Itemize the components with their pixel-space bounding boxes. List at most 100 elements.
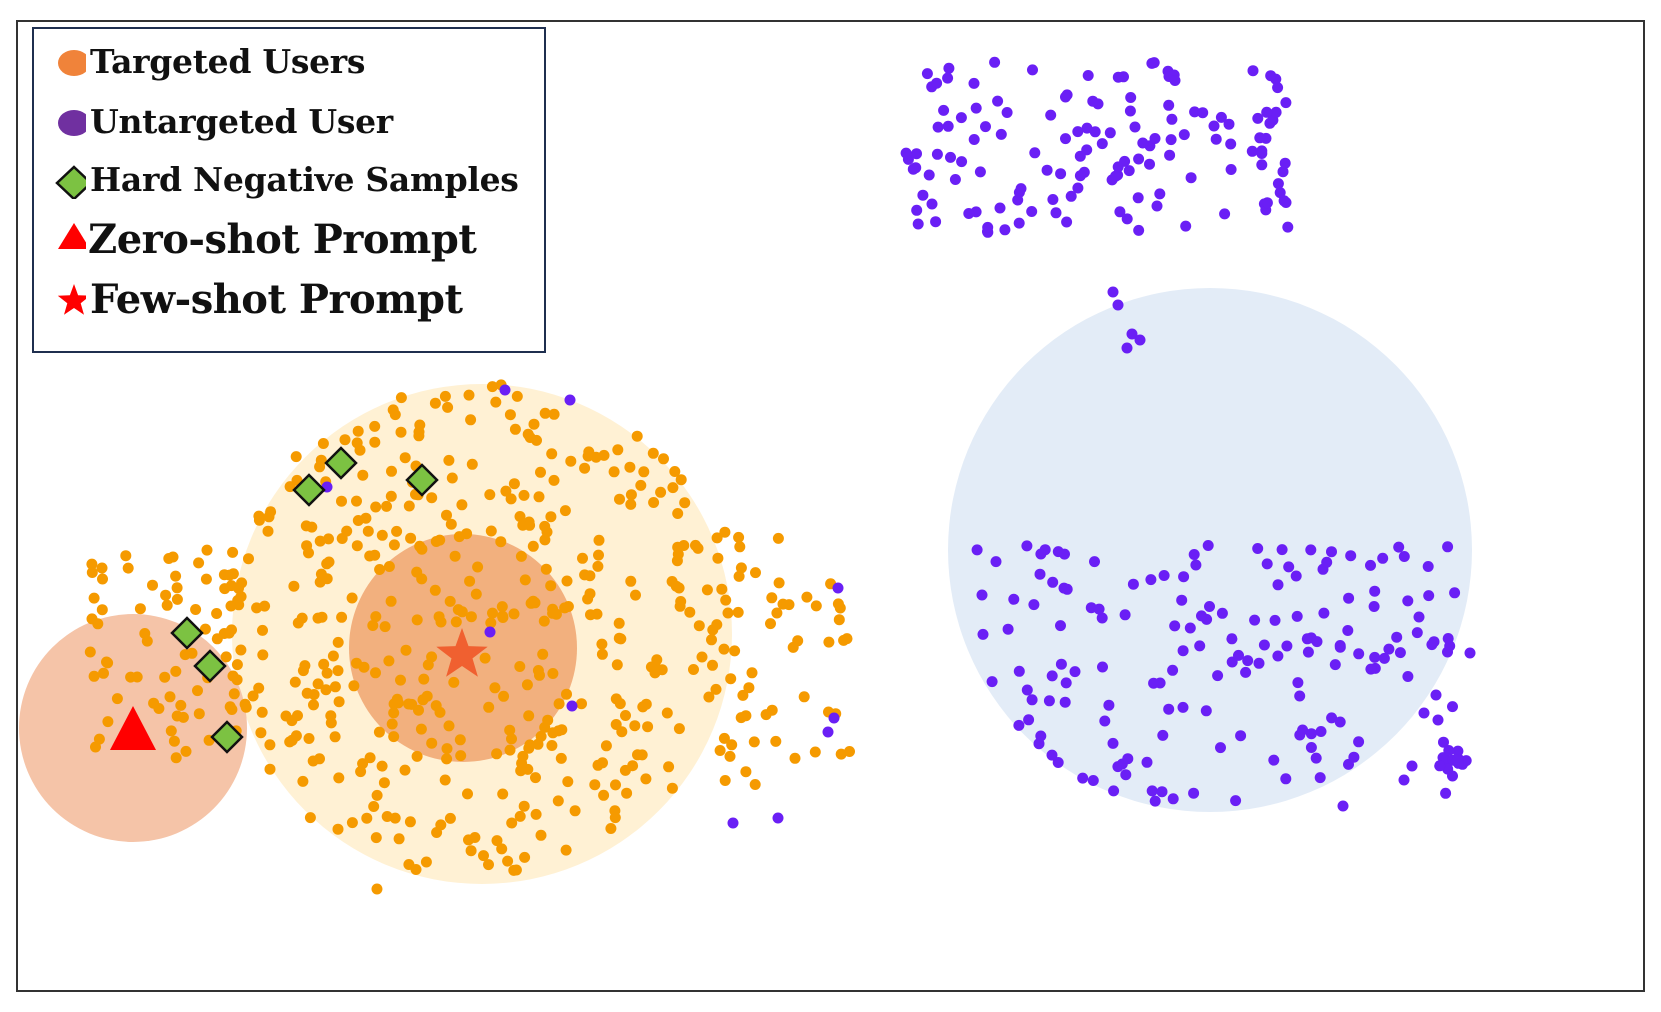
targeted-user-point (426, 651, 438, 663)
targeted-user-point (632, 749, 643, 761)
untargeted-user-point (1021, 684, 1033, 696)
untargeted-user-point (1261, 197, 1273, 209)
untargeted-user-point (1089, 126, 1101, 138)
targeted-user-point (312, 678, 324, 690)
targeted-user-point (255, 727, 267, 739)
targeted-user-point (720, 594, 732, 606)
targeted-user-point (674, 600, 686, 612)
targeted-user-point (625, 498, 637, 510)
targeted-user-point (220, 651, 232, 663)
untargeted-user-point (1141, 756, 1153, 768)
targeted-user-point (497, 788, 509, 800)
targeted-user-point (165, 725, 177, 737)
targeted-user-point (484, 489, 496, 501)
targeted-user-point (170, 570, 182, 582)
targeted-user-point (737, 689, 749, 701)
hard-negative-marker (210, 720, 244, 754)
targeted-user-point (318, 658, 330, 670)
targeted-user-point (510, 864, 522, 876)
targeted-user-point (171, 582, 183, 594)
zero-shot-prompt-marker (110, 706, 156, 750)
targeted-user-point (593, 549, 604, 561)
targeted-user-point (253, 510, 265, 522)
untargeted-user-point (1202, 540, 1214, 551)
untargeted-user-point (1413, 611, 1425, 623)
untargeted-user-point (1440, 787, 1452, 799)
untargeted-user-point (1215, 111, 1227, 123)
targeted-user-point (449, 550, 461, 562)
untargeted-user-point (1047, 194, 1059, 205)
targeted-user-point (696, 651, 708, 663)
targeted-user-point (264, 763, 276, 775)
untargeted-user-point (1252, 112, 1264, 124)
targeted-user-point (506, 733, 517, 745)
targeted-user-point (251, 602, 263, 614)
targeted-user-point (413, 430, 425, 442)
untargeted-user-point (1383, 643, 1395, 655)
targeted-user-point (472, 561, 484, 573)
untargeted-user-point (1148, 677, 1160, 689)
untargeted-user-point (1282, 221, 1294, 233)
targeted-user-point (336, 495, 347, 507)
untargeted-user-point (1013, 217, 1025, 229)
targeted-user-point (540, 563, 552, 575)
untargeted-user-point (1151, 200, 1163, 212)
targeted-user-point (548, 408, 560, 420)
targeted-user-point (416, 573, 428, 585)
targeted-user-point (426, 492, 438, 504)
targeted-user-point (444, 812, 456, 824)
untargeted-user-point (1402, 671, 1414, 682)
targeted-user-point (528, 418, 540, 430)
untargeted-user-point (999, 224, 1011, 236)
untargeted-user-point (1087, 775, 1099, 786)
targeted-user-point (706, 634, 717, 646)
green-diamond-icon (55, 165, 86, 199)
targeted-user-point (351, 657, 362, 669)
targeted-user-point (569, 805, 581, 817)
untargeted-user-point (1272, 579, 1284, 591)
targeted-user-point (464, 575, 476, 587)
untargeted-user-point (1176, 594, 1188, 606)
hard-negative-marker (193, 649, 227, 683)
targeted-user-point (452, 604, 464, 616)
targeted-user-point (724, 750, 736, 762)
untargeted-user-point (955, 112, 967, 124)
untargeted-user-point (1210, 133, 1222, 145)
targeted-user-point (710, 683, 722, 695)
targeted-user-point (170, 665, 182, 677)
untargeted-user-point (1123, 165, 1135, 177)
targeted-user-point (386, 718, 398, 730)
targeted-user-point (600, 740, 612, 752)
targeted-user-point (719, 526, 731, 538)
stray-untargeted-points-group (321, 384, 844, 829)
untargeted-user-point (938, 104, 950, 116)
targeted-user-point (508, 608, 520, 620)
targeted-user-point (301, 540, 313, 552)
untargeted-user-point (1034, 568, 1046, 580)
targeted-user-point (301, 687, 313, 699)
targeted-user-point (332, 636, 344, 648)
targeted-user-point (663, 761, 675, 773)
targeted-user-point (88, 670, 100, 682)
untargeted-user-point (1185, 172, 1197, 184)
red-star-icon (57, 284, 86, 315)
targeted-user-point (521, 679, 533, 691)
targeted-user-point (688, 664, 699, 675)
targeted-user-point (303, 733, 315, 744)
targeted-user-point (403, 698, 415, 710)
untargeted-user-point (1406, 760, 1418, 772)
targeted-user-point (231, 659, 243, 671)
untargeted-user-point (1060, 677, 1072, 689)
targeted-user-point (333, 696, 345, 708)
targeted-user-point (391, 693, 403, 705)
targeted-user-point (111, 693, 123, 705)
untargeted-user-point (1184, 622, 1196, 634)
targeted-user-point (620, 710, 631, 721)
untargeted-user-point (900, 147, 912, 159)
targeted-user-point (546, 448, 558, 460)
targeted-user-point (257, 649, 269, 661)
untargeted-user-point (1013, 665, 1025, 677)
untargeted-user-point (1156, 786, 1168, 798)
targeted-user-point (703, 691, 715, 703)
targeted-user-point (672, 508, 684, 519)
